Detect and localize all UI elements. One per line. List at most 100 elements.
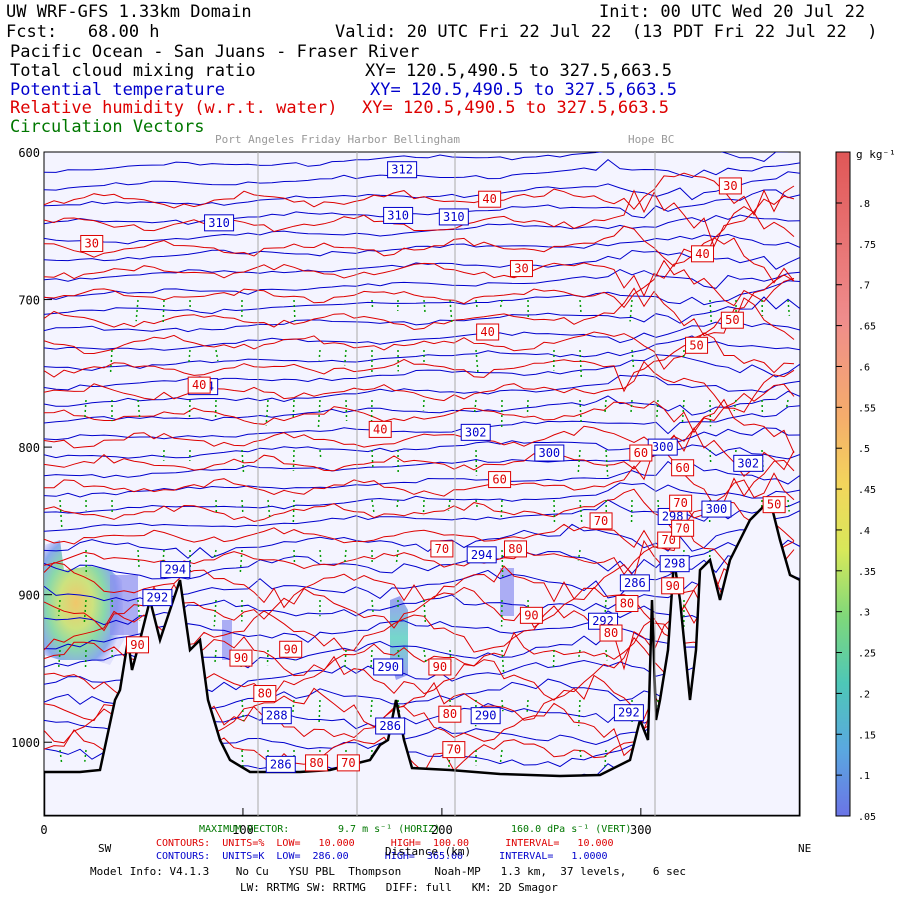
rh-contour-label: 70 [673,496,687,510]
rh-contour-label: 30 [85,236,99,250]
colorbar-tick-label: .3 [858,608,870,619]
rh-contour-label: 60 [492,473,506,487]
circulation-vector [501,699,504,712]
y-tick-label: 600 [18,146,40,160]
terrain-profile [44,497,800,816]
valid-time: Valid: 20 UTC Fri 22 Jul 22 (13 PDT Fri … [335,22,878,42]
theta-contour-label: 294 [471,548,493,562]
theta-contour-label-box [265,755,296,773]
circulation-vector [135,299,139,322]
circulation-vector [241,499,244,514]
rh-contour-label: 30 [723,179,737,193]
circulation-vector [188,349,191,364]
circulation-vector [84,749,87,762]
theta-contour-label-box [373,658,404,676]
rh-contour-label: 70 [447,743,461,757]
x-axis-title: Distance (km) [385,845,472,858]
theta-contour-line [44,335,800,371]
circulation-vector [579,399,582,422]
theta-contour-line [44,280,800,315]
rh-contour-info: CONTOURS: UNITS=% LOW= 10.000 HIGH= 100.… [156,838,614,849]
theta-contour-line [44,268,800,300]
rh-contour-label-box [430,540,454,558]
colorbar-unit: g kg⁻¹ [856,148,896,161]
rh-contour-label: 90 [130,638,144,652]
rh-contour-label: 40 [695,247,709,261]
circulation-vector [84,399,87,419]
rh-contour-label-box [519,606,543,624]
theta-contour-line [44,354,800,391]
field-vectors-label: Circulation Vectors [10,117,205,137]
rh-contour-label-box [669,494,693,512]
theta-contour-line [44,233,800,262]
colorbar-tick-label: .8 [858,199,870,210]
theta-contour-label-box [375,717,406,735]
circulation-vector [265,399,269,426]
chart-title: UW WRF-GFS 1.33km Domain [6,2,252,22]
theta-contour-label: 290 [377,660,399,674]
axis-ticks: 0 100 200 300 600 700 800 900 1000 [11,146,652,837]
circulation-vector [526,699,529,712]
theta-contour-label-box [387,161,418,179]
rh-contour-label-box [305,754,329,772]
theta-contour-label: 300 [706,502,728,516]
theta-contour-label-box [534,444,565,462]
rh-contour-label: 50 [689,338,703,352]
rh-contour-line [44,189,795,248]
rh-contour-label: 80 [443,707,457,721]
colorbar-tick-label: .15 [858,730,876,741]
circulation-vector [605,499,608,524]
model-info-physics: LW: RRTMG SW: RRTMG DIFF: full KM: 2D Sm… [240,881,558,894]
theta-contour-label-box [701,500,732,518]
rh-contour-line [44,297,795,371]
rh-contour-label: 90 [234,651,248,665]
rh-contour-line [44,259,795,309]
circulation-vector [241,449,245,475]
theta-contour-line [44,405,800,441]
theta-contour-line [44,390,800,424]
theta-contour-label-box [204,214,235,232]
circulation-vector [423,649,427,663]
rh-contour-label: 80 [508,542,522,556]
circulation-vector [422,399,425,411]
circulation-vector [681,399,685,424]
rh-contour-label-box [80,234,104,252]
circulation-vector [630,399,633,413]
rh-contour-label-box [671,519,695,537]
circulation-vector [577,549,581,561]
circulation-vector [241,749,244,769]
x-tick-label: 200 [431,823,453,837]
circulation-vector [396,499,399,510]
circulation-vector [709,449,712,465]
theta-contour-line [44,482,800,514]
circulation-vector [501,649,505,676]
y-tick-label: 1000 [11,736,40,750]
theta-contour-label: 310 [443,210,465,224]
rh-contour-label-box [599,624,623,642]
circulation-vector [449,299,453,324]
locations-left: Port Angeles Friday Harbor Bellingham [215,133,461,146]
circulation-vector [577,649,581,661]
rh-contour-label: 90 [524,608,538,622]
field-cloud-xy: XY= 120.5,490.5 to 327.5,663.5 [365,61,673,81]
rh-contour-line [44,448,795,507]
theta-contour-info: CONTOURS: UNITS=K LOW= 286.00 HIGH= 365.… [156,851,608,862]
colorbar-tick-label: .45 [858,485,876,496]
circulation-vector [733,399,737,412]
rh-contour-label: 70 [594,514,608,528]
rh-contour-label: 30 [514,262,528,276]
region-name: Pacific Ocean - San Juans - Fraser River [10,42,420,62]
circulation-vector [371,299,374,309]
max-vector-horiz: 9.7 m s⁻¹ (HORIZ) [338,824,441,835]
circulation-vector [293,299,296,322]
max-vector-vert: 160.0 dPa s⁻¹ (VERT) [511,824,632,835]
circulation-vector [239,549,243,573]
colorbar-tick-label: .7 [858,281,870,292]
rh-contour-label-box [187,376,211,394]
sw-label: SW [98,842,112,855]
theta-contour-label: 310 [208,216,230,230]
rh-contour-label-box [629,444,653,462]
circulation-vector [162,299,165,324]
circulation-vector [577,449,581,475]
colorbar-tick-label: .55 [858,403,876,414]
